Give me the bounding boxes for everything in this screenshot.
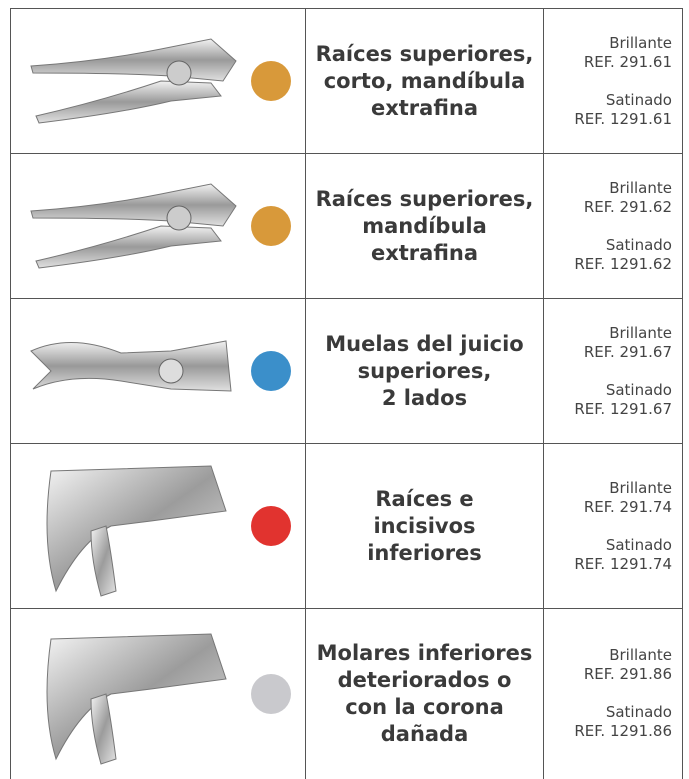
- description-line: Muelas del juicio: [325, 331, 524, 356]
- reference: REF. 1291.62: [574, 254, 672, 273]
- finish: Brillante: [609, 646, 672, 665]
- product-row: Molares inferiores deteriorados o con la c…: [10, 608, 683, 779]
- finish: Brillante: [609, 478, 672, 497]
- description-line: con la corona: [345, 694, 504, 719]
- description-line: mandíbula: [362, 213, 487, 238]
- finish: Satinado: [605, 380, 672, 399]
- reference: REF. 1291.74: [574, 554, 672, 573]
- spacer: [544, 684, 672, 703]
- reference: REF. 1291.67: [574, 399, 672, 418]
- color-dot: [251, 673, 291, 714]
- references: Brillante REF. 291.86 Satinado REF. 1291.86: [543, 608, 683, 779]
- description-line: superiores,: [357, 358, 492, 383]
- reference: REF. 1291.86: [574, 722, 672, 741]
- description: Raíces superiores, mandíbula extrafina: [305, 153, 544, 299]
- description: Molares inferiores deteriorados o con la c…: [305, 608, 544, 779]
- description-line: 2 lados: [381, 385, 468, 410]
- image-cell: [10, 153, 306, 299]
- description-line: Raíces superiores,: [315, 186, 534, 211]
- reference: REF. 291.74: [583, 497, 672, 516]
- finish: Brillante: [609, 323, 672, 342]
- references: Brillante REF. 291.67 Satinado REF. 1291.67: [543, 298, 683, 444]
- image-cell: [10, 443, 306, 609]
- reference: REF. 1291.61: [574, 109, 672, 128]
- spacer: [544, 517, 672, 536]
- description-line: inferiores: [367, 540, 482, 565]
- forceps-image: [46, 465, 227, 597]
- product-row: Raíces e incisivos inferiores Brillante REF.…: [10, 443, 683, 609]
- description-line: Molares inferiores: [316, 640, 533, 665]
- description-line: dañada: [380, 721, 469, 746]
- product-row: Muelas del juicio superiores, 2 lados Brill…: [10, 298, 683, 444]
- description-line: corto, mandíbula: [323, 68, 526, 93]
- reference: REF. 291.61: [583, 52, 672, 71]
- forceps-image: [30, 38, 237, 124]
- forceps-image: [30, 183, 237, 269]
- description-line: extrafina: [370, 240, 479, 265]
- description-line: extrafina: [370, 95, 479, 120]
- reference: REF. 291.62: [583, 197, 672, 216]
- finish: Satinado: [605, 235, 672, 254]
- reference: REF. 291.67: [583, 342, 672, 361]
- forceps-image: [30, 340, 232, 392]
- image-cell: [10, 298, 306, 444]
- color-dot: [251, 506, 291, 546]
- spacer: [544, 72, 672, 91]
- description: Muelas del juicio superiores, 2 lados: [305, 298, 544, 444]
- description-line: deteriorados o: [337, 667, 512, 692]
- description-line: Raíces e: [375, 486, 474, 511]
- image-cell: [10, 8, 306, 154]
- finish: Satinado: [605, 703, 672, 722]
- description-line: Raíces superiores,: [315, 41, 534, 66]
- references: Brillante REF. 291.74 Satinado REF. 1291.74: [543, 443, 683, 609]
- color-dot: [251, 351, 291, 391]
- product-row: Raíces superiores, mandíbula extrafina Bril…: [10, 153, 683, 299]
- description-line: incisivos: [373, 513, 476, 538]
- reference: REF. 291.86: [583, 665, 672, 684]
- description: Raíces superiores, corto, mandíbula extraf…: [305, 8, 544, 154]
- finish: Brillante: [609, 33, 672, 52]
- references: Brillante REF. 291.62 Satinado REF. 1291.62: [543, 153, 683, 299]
- image-cell: [10, 608, 306, 779]
- finish: Satinado: [605, 90, 672, 109]
- description: Raíces e incisivos inferiores: [305, 443, 544, 609]
- color-dot: [251, 61, 291, 101]
- spacer: [544, 217, 672, 236]
- color-dot: [251, 206, 291, 246]
- product-table: Raíces superiores, corto, mandíbula extraf…: [10, 8, 683, 779]
- spacer: [544, 362, 672, 381]
- finish: Brillante: [609, 178, 672, 197]
- references: Brillante REF. 291.61 Satinado REF. 1291.61: [543, 8, 683, 154]
- product-row: Raíces superiores, corto, mandíbula extraf…: [10, 8, 683, 154]
- finish: Satinado: [605, 535, 672, 554]
- forceps-image: [46, 633, 227, 765]
